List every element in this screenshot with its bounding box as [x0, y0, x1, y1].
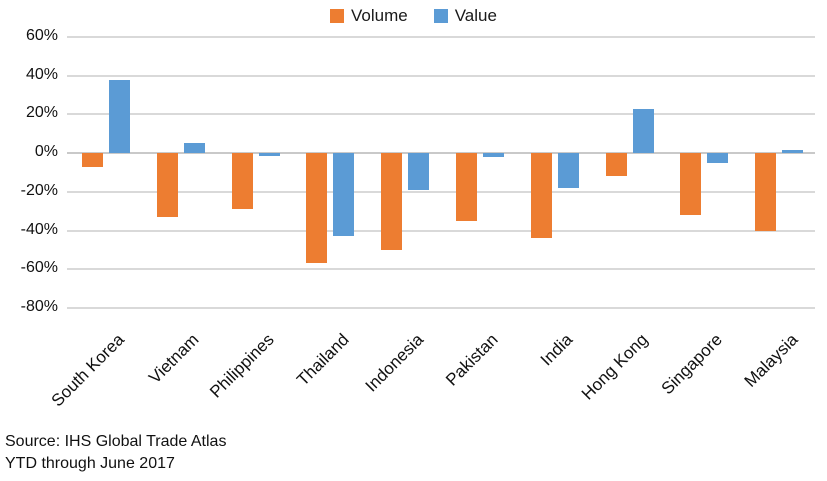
legend-label-value: Value — [454, 6, 497, 25]
period-text: YTD through June 2017 — [5, 455, 175, 472]
legend-item-volume: Volume — [330, 6, 408, 26]
bar-value-vietnam — [183, 143, 205, 154]
y-tick-label: 40% — [25, 65, 58, 83]
gridline — [67, 268, 815, 271]
gridline — [67, 74, 815, 77]
bar-volume-philippines — [231, 153, 253, 210]
y-tick-label: -80% — [20, 298, 58, 315]
x-tick-label-india: India — [537, 330, 577, 370]
bar-volume-pakistan — [456, 153, 477, 221]
zero-gridline — [67, 152, 815, 155]
bar-value-hong-kong — [632, 108, 654, 154]
bar-value-thailand — [333, 153, 355, 237]
volume-swatch-icon — [330, 9, 345, 23]
x-axis: South Korea Vietnam Philippines Thailand Ind… — [48, 330, 815, 440]
gridline — [67, 229, 815, 232]
x-tick-label-hong-kong: Hong Kong — [577, 330, 652, 404]
gridline — [67, 113, 815, 116]
x-tick-label-singapore: Singapore — [658, 330, 727, 399]
bar-volume-vietnam — [156, 153, 178, 218]
y-tick-label: 20% — [25, 104, 58, 122]
bar-volume-indonesia — [381, 153, 403, 250]
x-tick-label-pakistan: Pakistan — [442, 330, 502, 390]
gridline — [67, 307, 815, 309]
y-axis: 60% 40% 20% 0% -20% -40% -60% -80% — [0, 0, 58, 360]
x-tick-label-vietnam: Vietnam — [145, 330, 203, 388]
bar-value-malaysia — [782, 150, 804, 154]
x-tick-label-indonesia: Indonesia — [361, 330, 428, 396]
bar-volume-malaysia — [755, 153, 777, 231]
bar-value-india — [557, 153, 579, 188]
bar-volume-india — [530, 153, 552, 239]
bar-value-south-korea — [109, 79, 130, 154]
y-tick-label: 60% — [25, 27, 58, 44]
gridline — [67, 36, 815, 38]
y-tick-label: -20% — [20, 181, 58, 199]
bar-volume-hong-kong — [605, 153, 627, 177]
x-tick-label-malaysia: Malaysia — [740, 330, 802, 391]
y-tick-label: -60% — [20, 259, 58, 277]
gridline — [67, 190, 815, 193]
bar-volume-thailand — [306, 153, 328, 264]
x-tick-label-philippines: Philippines — [205, 330, 278, 402]
y-tick-label: -40% — [20, 220, 58, 238]
chart-footer: Source: IHS Global Trade Atlas YTD throu… — [5, 431, 226, 475]
bar-value-indonesia — [408, 153, 430, 190]
bar-volume-singapore — [680, 153, 702, 216]
chart-legend: Volume Value — [0, 6, 827, 26]
legend-item-value: Value — [433, 6, 497, 26]
bar-value-pakistan — [483, 153, 504, 157]
y-tick-label: 0% — [34, 143, 58, 161]
plot-area — [67, 36, 815, 309]
bar-volume-south-korea — [82, 153, 103, 167]
x-tick-label-thailand: Thailand — [292, 330, 353, 390]
source-text: Source: IHS Global Trade Atlas — [5, 433, 227, 450]
value-swatch-icon — [433, 9, 448, 23]
x-tick-label-south-korea: South Korea — [47, 330, 128, 411]
legend-label-volume: Volume — [351, 6, 408, 25]
bar-value-philippines — [258, 153, 280, 157]
bar-value-singapore — [707, 153, 729, 163]
